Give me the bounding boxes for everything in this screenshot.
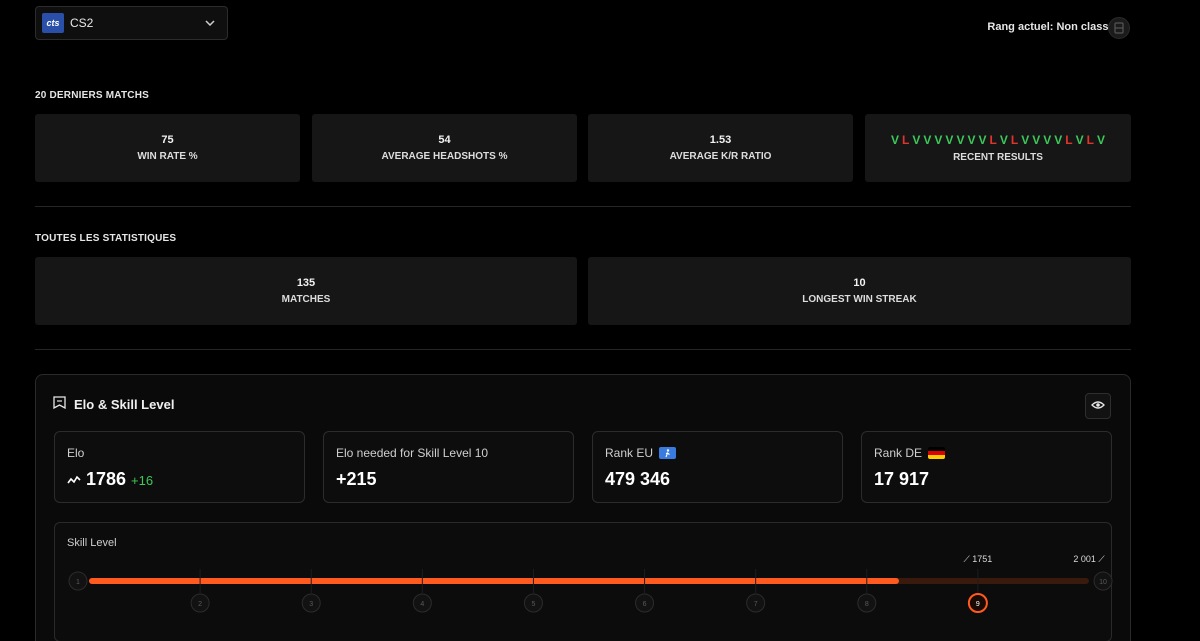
result-win: V bbox=[956, 133, 965, 147]
skill-level-badge-7 bbox=[746, 593, 766, 613]
stat-card-win-streak: 10 LONGEST WIN STREAK bbox=[588, 257, 1131, 325]
skill-level-label: 3 bbox=[309, 601, 313, 608]
elo-card-label: Elo bbox=[67, 446, 85, 460]
stat-label: LONGEST WIN STREAK bbox=[802, 294, 917, 305]
skill-level-label: 10 bbox=[1099, 579, 1107, 586]
result-loss: L bbox=[902, 133, 910, 147]
elo-panel-header: Elo & Skill Level bbox=[53, 396, 174, 412]
result-win: V bbox=[912, 133, 921, 147]
rank-eu-label: Rank EU bbox=[605, 446, 654, 460]
skill-level-label: 1 bbox=[76, 579, 80, 586]
stat-value: 75 bbox=[161, 134, 174, 146]
skill-level-label: 5 bbox=[531, 601, 535, 608]
stat-value: 10 bbox=[853, 277, 866, 289]
rank-eu-card: Rank EU 479 346 bbox=[592, 431, 843, 503]
skill-level-badge-3 bbox=[301, 593, 321, 613]
current-threshold-label: ⟋ 1751 bbox=[963, 554, 992, 564]
skill-level-label: 6 bbox=[643, 601, 647, 608]
stat-card-matches: 135 MATCHES bbox=[35, 257, 577, 325]
rank-eu-value: 479 346 bbox=[605, 469, 671, 489]
stat-label: MATCHES bbox=[281, 294, 331, 305]
unranked-badge-icon bbox=[1108, 17, 1130, 39]
skill-level-badge-9 bbox=[967, 593, 988, 613]
elo-skill-panel: Elo & Skill Level Elo 1786 +16 Elo neede… bbox=[35, 374, 1131, 641]
skill-level-label: 9 bbox=[976, 601, 980, 608]
skill-level-label: 7 bbox=[754, 601, 758, 608]
result-win: V bbox=[999, 133, 1008, 147]
skill-level-badge-1 bbox=[68, 571, 88, 591]
skill-level-box: Skill Level 1 2 3 4 5 6 7 8 9 10 ⟋ 1751 2 001 ⟋ bbox=[54, 522, 1113, 641]
eye-icon bbox=[1091, 397, 1105, 415]
stat-value: 54 bbox=[438, 134, 451, 146]
result-win: V bbox=[923, 133, 932, 147]
elo-value: 1786 bbox=[86, 469, 127, 489]
faceit-logo-icon bbox=[53, 396, 66, 412]
stat-value: 135 bbox=[296, 277, 316, 289]
eu-region-icon bbox=[659, 447, 677, 459]
result-win: V bbox=[1043, 133, 1052, 147]
stat-label: WIN RATE % bbox=[137, 151, 198, 162]
trend-icon bbox=[67, 469, 81, 490]
skill-level-badge-8 bbox=[857, 593, 877, 613]
rank-de-label: Rank DE bbox=[874, 446, 923, 460]
result-loss: L bbox=[1065, 133, 1073, 147]
result-win: V bbox=[1096, 133, 1105, 147]
result-win: V bbox=[891, 133, 900, 147]
result-loss: L bbox=[989, 133, 997, 147]
skill-level-progress: 1 2 3 4 5 6 7 8 9 10 ⟋ 1751 2 001 ⟋ bbox=[68, 554, 1113, 613]
elo-value-row: 1786 +16 bbox=[67, 469, 153, 490]
stat-card-win-rate: 75 WIN RATE % bbox=[35, 114, 300, 182]
skill-level-title: Skill Level bbox=[67, 537, 117, 549]
elo-panel-title: Elo & Skill Level bbox=[74, 396, 175, 412]
next-threshold-label: 2 001 ⟋ bbox=[1073, 554, 1105, 564]
skill-fill bbox=[89, 578, 899, 584]
stat-value: 1.53 bbox=[709, 134, 732, 146]
chevron-down-icon bbox=[203, 16, 217, 30]
skill-level-label: 8 bbox=[865, 601, 869, 608]
stat-card-headshots: 54 AVERAGE HEADSHOTS % bbox=[312, 114, 577, 182]
rank-de-card: Rank DE 17 917 bbox=[861, 431, 1112, 503]
rank-de-value: 17 917 bbox=[874, 469, 930, 489]
rank-de-label-row: Rank DE bbox=[874, 446, 946, 460]
skill-level-badge-10 bbox=[1093, 571, 1113, 591]
result-loss: L bbox=[1086, 133, 1094, 147]
rank-eu-label-row: Rank EU bbox=[605, 446, 677, 460]
result-win: V bbox=[967, 133, 976, 147]
skill-level-badge-2 bbox=[190, 593, 210, 613]
all-stats-title: TOUTES LES STATISTIQUES bbox=[35, 233, 177, 244]
elo-needed-card: Elo needed for Skill Level 10 +215 bbox=[323, 431, 574, 503]
elo-needed-value: +215 bbox=[336, 469, 377, 489]
germany-flag-icon bbox=[928, 447, 946, 459]
elo-delta: +16 bbox=[131, 473, 154, 488]
toggle-visibility-button[interactable] bbox=[1085, 393, 1111, 419]
stat-label: RECENT RESULTS bbox=[953, 152, 1043, 163]
game-selector[interactable]: cts CS2 bbox=[35, 6, 228, 40]
result-win: V bbox=[934, 133, 943, 147]
section-divider bbox=[35, 349, 1131, 350]
cs2-logo-icon: cts bbox=[42, 13, 64, 33]
stat-label: AVERAGE K/R RATIO bbox=[669, 151, 772, 162]
result-win: V bbox=[1032, 133, 1041, 147]
stat-card-kr-ratio: 1.53 AVERAGE K/R RATIO bbox=[588, 114, 853, 182]
skill-level-badge-5 bbox=[523, 593, 543, 613]
elo-card-label: Elo needed for Skill Level 10 bbox=[336, 446, 489, 460]
skill-level-badge-6 bbox=[635, 593, 655, 613]
result-win: V bbox=[945, 133, 954, 147]
recent-matches-title: 20 DERNIERS MATCHS bbox=[35, 90, 149, 101]
elo-card: Elo 1786 +16 bbox=[54, 431, 305, 503]
result-win: V bbox=[978, 133, 987, 147]
result-win: V bbox=[1054, 133, 1063, 147]
current-rank-label: Rang actuel: Non classé(e) bbox=[987, 21, 1128, 33]
result-loss: L bbox=[1010, 133, 1019, 147]
game-name: CS2 bbox=[70, 16, 94, 30]
section-divider bbox=[35, 206, 1131, 207]
result-win: V bbox=[1021, 133, 1030, 147]
skill-level-label: 2 bbox=[198, 601, 202, 608]
skill-level-label: 4 bbox=[420, 601, 424, 608]
skill-level-badge-4 bbox=[412, 593, 432, 613]
result-win: V bbox=[1075, 133, 1084, 147]
stat-label: AVERAGE HEADSHOTS % bbox=[381, 151, 508, 162]
